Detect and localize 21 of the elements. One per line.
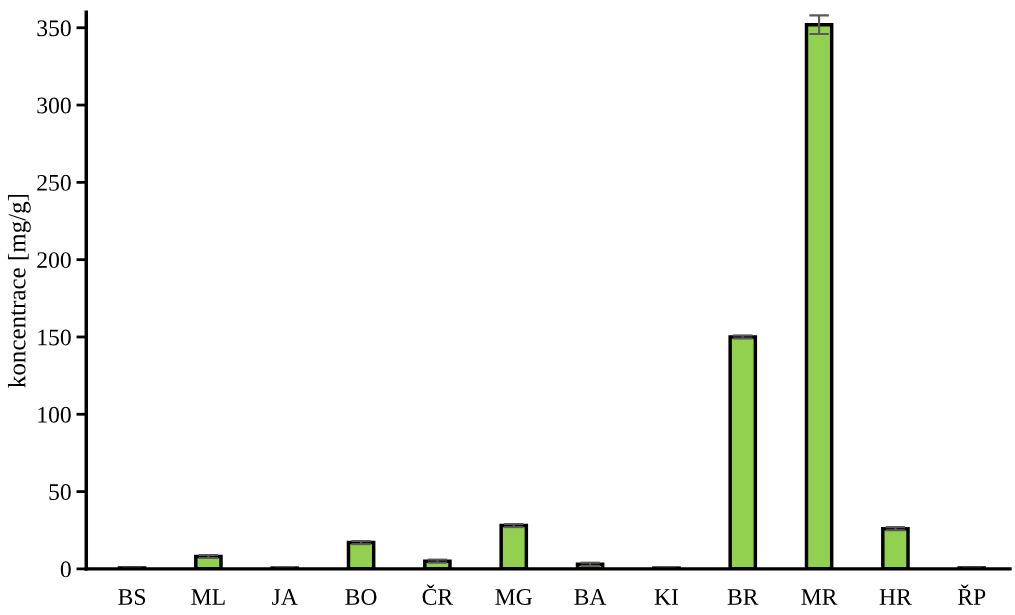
x-tick-label: BS	[118, 589, 146, 605]
x-tick-label: KI	[654, 589, 679, 605]
x-tick-label: ČR	[422, 584, 454, 605]
x-tick-label: MG	[495, 589, 533, 605]
y-tick-label: 100	[38, 406, 71, 423]
y-tick-label: 300	[37, 97, 71, 114]
y-axis-title: koncentrace [mg/g]	[7, 194, 31, 388]
y-tick-label: 250	[37, 174, 71, 191]
y-tick-label: 350	[37, 20, 71, 37]
x-tick-label: ŘP	[958, 584, 986, 605]
y-tick-label: 200	[37, 252, 71, 269]
y-tick-label: 0	[60, 561, 71, 578]
x-tick-label: ML	[191, 589, 225, 605]
x-tick-label: BO	[345, 589, 377, 605]
y-tick-label: 150	[38, 329, 71, 346]
x-tick-label: JA	[272, 589, 298, 605]
x-tick-label: MR	[801, 589, 838, 605]
x-tick-label: BR	[727, 589, 759, 605]
x-tick-label: HR	[879, 589, 912, 605]
y-tick-label: 50	[49, 484, 71, 500]
x-tick-label: BA	[574, 589, 607, 605]
